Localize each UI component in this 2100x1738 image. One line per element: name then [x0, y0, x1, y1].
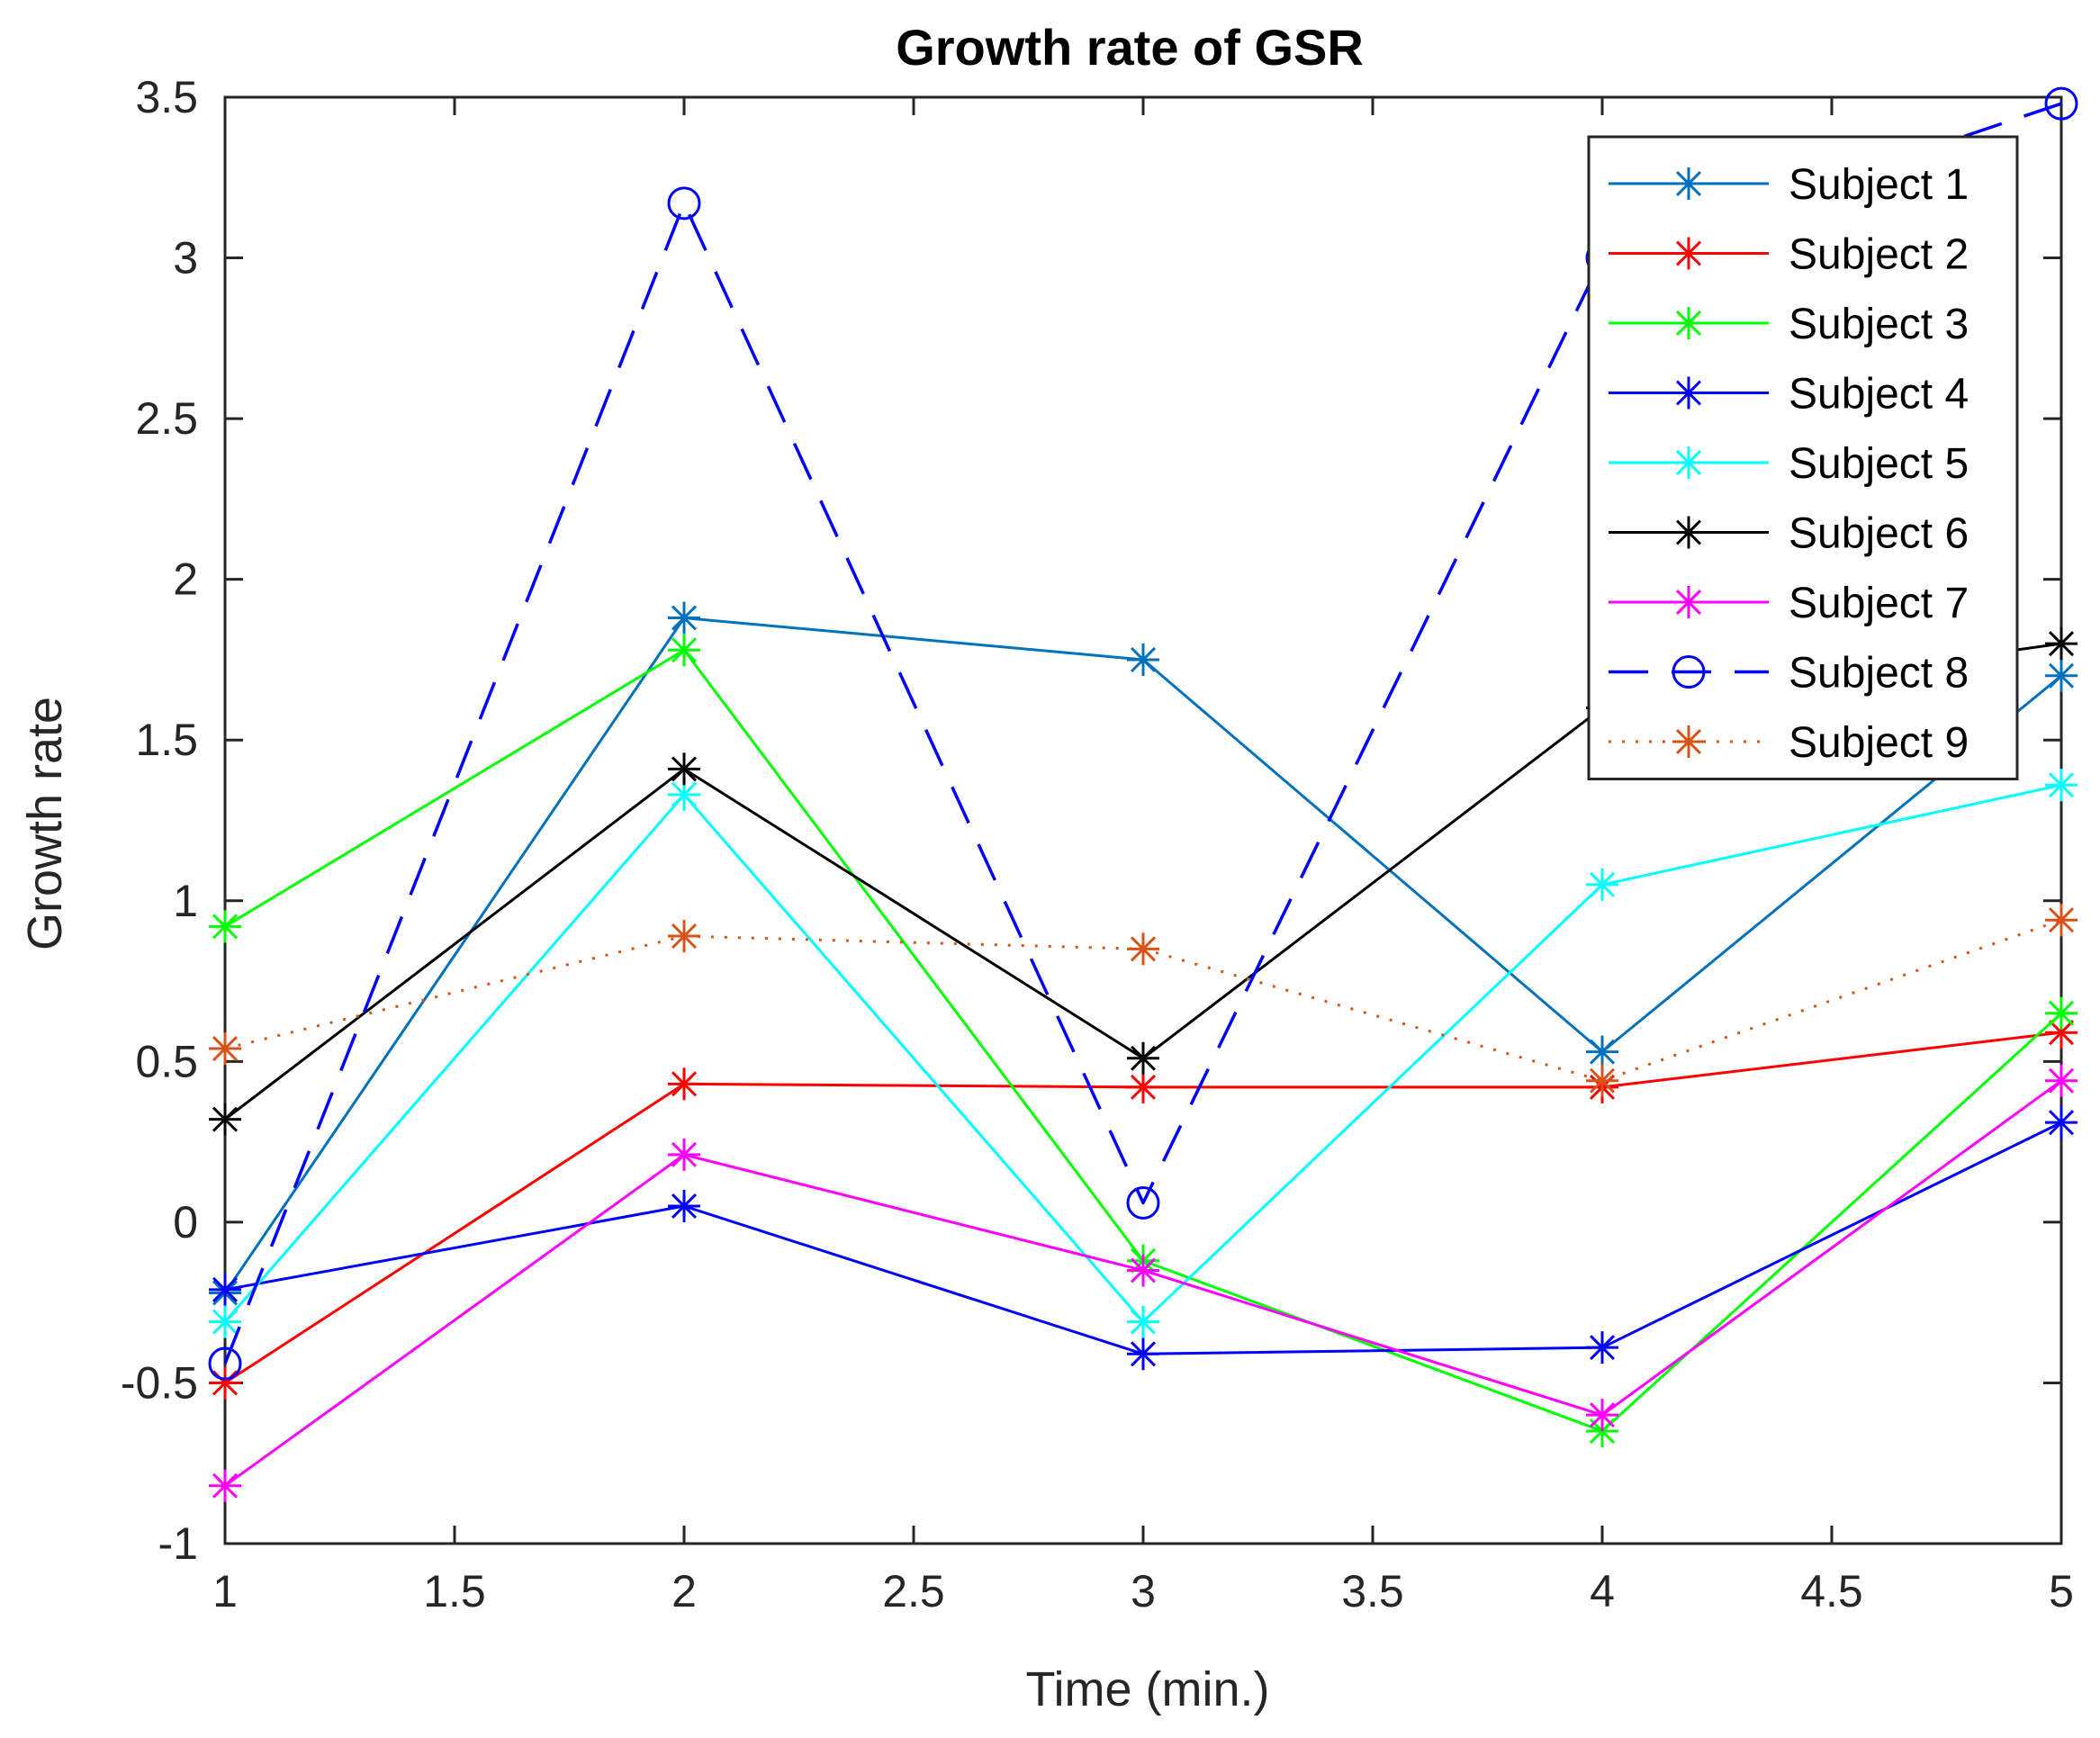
x-tick-label: 4.5 — [1800, 1566, 1863, 1616]
data-point — [209, 1305, 241, 1338]
data-point — [1672, 376, 1705, 410]
legend-label: Subject 4 — [1789, 371, 1969, 419]
y-tick-label: 0.5 — [135, 1036, 198, 1086]
data-point — [1127, 932, 1159, 966]
data-point — [1672, 167, 1705, 200]
legend-label: Subject 8 — [1789, 650, 1969, 698]
legend-item: Subject 5 — [1609, 440, 1969, 488]
series-4 — [209, 1106, 2077, 1371]
x-tick-label: 2.5 — [882, 1566, 945, 1616]
data-point — [668, 601, 700, 635]
data-point — [1672, 516, 1705, 549]
data-point — [1586, 1064, 1618, 1097]
legend-label: Subject 5 — [1789, 440, 1969, 488]
chart-title: Growth rate of GSR — [896, 19, 1364, 76]
data-point — [1586, 1331, 1618, 1364]
y-tick-label: -0.5 — [121, 1357, 198, 1408]
data-point — [2045, 996, 2077, 1030]
data-point — [668, 752, 700, 786]
x-tick-label: 2 — [671, 1566, 697, 1616]
legend-item: Subject 1 — [1609, 161, 1969, 209]
data-point — [1672, 586, 1705, 618]
legend-label: Subject 7 — [1789, 580, 1969, 627]
y-tick-label: 2 — [173, 554, 198, 605]
x-tick-label: 1.5 — [423, 1566, 486, 1616]
data-point — [2045, 1106, 2077, 1139]
legend-item: Subject 3 — [1609, 301, 1969, 348]
data-point — [1127, 1305, 1159, 1338]
y-tick-label: 1.5 — [135, 715, 198, 765]
x-axis-label: Time (min.) — [1026, 1662, 1270, 1716]
data-point — [1586, 1399, 1618, 1432]
data-point — [2045, 627, 2077, 661]
y-tick-label: -1 — [158, 1518, 198, 1569]
data-point — [209, 1032, 241, 1066]
series-9 — [209, 904, 2077, 1097]
x-tick-label: 3 — [1131, 1566, 1156, 1616]
data-point — [668, 1138, 700, 1171]
data-point — [1127, 1337, 1159, 1371]
x-tick-label: 1 — [212, 1566, 238, 1616]
axis-ticks: 1 1.5 2 2.5 3 3.5 4 4.5 5 -1 -0.5 0 0.5 1 1.5 2 2.5 3 3.5 — [121, 72, 2074, 1616]
data-point — [1127, 1041, 1159, 1075]
data-point — [209, 910, 241, 943]
x-tick-label: 4 — [1590, 1566, 1615, 1616]
data-point — [1127, 1070, 1159, 1103]
legend-item: Subject 7 — [1609, 580, 1969, 627]
data-point — [209, 1273, 241, 1306]
y-tick-label: 3.5 — [135, 72, 198, 122]
data-point — [1672, 237, 1705, 270]
legend-item: Subject 4 — [1609, 371, 1969, 419]
legend-label: Subject 9 — [1789, 719, 1969, 767]
y-tick-label: 1 — [173, 876, 198, 926]
x-tick-label: 5 — [2049, 1566, 2074, 1616]
series-5 — [209, 769, 2077, 1338]
data-point — [2045, 659, 2077, 692]
data-point — [1672, 446, 1705, 479]
y-tick-label: 0 — [173, 1197, 198, 1247]
legend-label: Subject 1 — [1789, 161, 1969, 209]
legend-label: Subject 6 — [1789, 510, 1969, 558]
data-point — [1672, 725, 1705, 758]
legend: Subject 1 Subject 2 Subject 3 Subject 4 Subj… — [1587, 135, 2019, 780]
data-point — [1127, 1254, 1159, 1287]
data-point — [2045, 904, 2077, 937]
legend-item: Subject 6 — [1609, 510, 1969, 558]
y-tick-label: 3 — [173, 233, 198, 284]
data-point — [668, 920, 700, 953]
data-point — [1126, 1185, 1160, 1220]
data-point — [208, 1346, 242, 1381]
data-point — [1672, 655, 1706, 689]
data-point — [668, 1067, 700, 1101]
data-point — [2045, 1064, 2077, 1097]
data-point — [209, 1366, 241, 1400]
data-point — [668, 634, 700, 667]
legend-item: Subject 2 — [1609, 231, 1969, 279]
legend-label: Subject 3 — [1789, 301, 1969, 348]
data-point — [1586, 868, 1618, 901]
y-tick-label: 2.5 — [135, 393, 198, 444]
legend-item: Subject 9 — [1609, 719, 1969, 767]
x-tick-label: 3.5 — [1341, 1566, 1404, 1616]
legend-box — [1587, 135, 2019, 780]
data-point — [2044, 86, 2078, 121]
y-axis-label: Growth rate — [18, 697, 72, 950]
data-point — [1586, 1035, 1618, 1068]
data-point — [2045, 769, 2077, 802]
data-point — [1672, 307, 1705, 339]
data-point — [209, 1469, 241, 1502]
legend-label: Subject 2 — [1789, 231, 1969, 279]
data-point — [1127, 643, 1159, 676]
data-point — [668, 1190, 700, 1223]
data-point — [209, 1103, 241, 1136]
legend-item: Subject 8 — [1609, 650, 1969, 698]
data-point — [667, 186, 701, 221]
series-7 — [209, 1064, 2077, 1502]
